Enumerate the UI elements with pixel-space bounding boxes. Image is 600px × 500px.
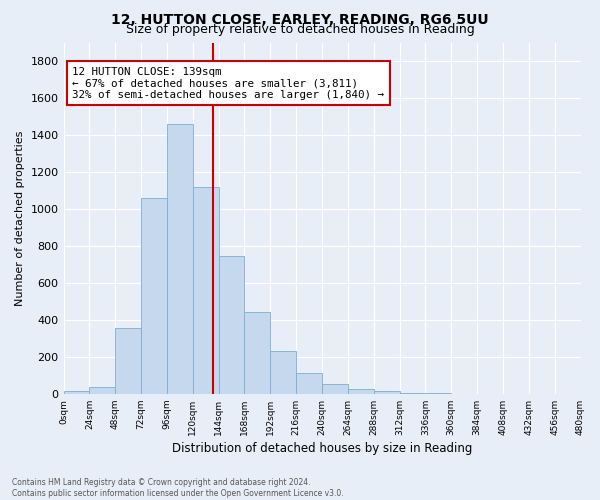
Bar	[244, 312, 271, 394]
Bar	[193, 186, 218, 394]
Bar	[89, 388, 115, 394]
Bar	[322, 384, 348, 394]
Y-axis label: Number of detached properties: Number of detached properties	[15, 130, 25, 306]
X-axis label: Distribution of detached houses by size in Reading: Distribution of detached houses by size …	[172, 442, 472, 455]
Bar	[218, 256, 244, 394]
Text: Contains HM Land Registry data © Crown copyright and database right 2024.
Contai: Contains HM Land Registry data © Crown c…	[12, 478, 344, 498]
Bar	[296, 374, 322, 394]
Bar	[271, 352, 296, 394]
Text: 12 HUTTON CLOSE: 139sqm
← 67% of detached houses are smaller (3,811)
32% of semi: 12 HUTTON CLOSE: 139sqm ← 67% of detache…	[72, 66, 384, 100]
Bar	[64, 391, 89, 394]
Bar	[374, 391, 400, 394]
Bar	[400, 393, 425, 394]
Text: Size of property relative to detached houses in Reading: Size of property relative to detached ho…	[125, 22, 475, 36]
Bar	[348, 389, 374, 394]
Bar	[115, 328, 141, 394]
Bar	[167, 124, 193, 394]
Text: 12, HUTTON CLOSE, EARLEY, READING, RG6 5UU: 12, HUTTON CLOSE, EARLEY, READING, RG6 5…	[111, 12, 489, 26]
Bar	[141, 198, 167, 394]
